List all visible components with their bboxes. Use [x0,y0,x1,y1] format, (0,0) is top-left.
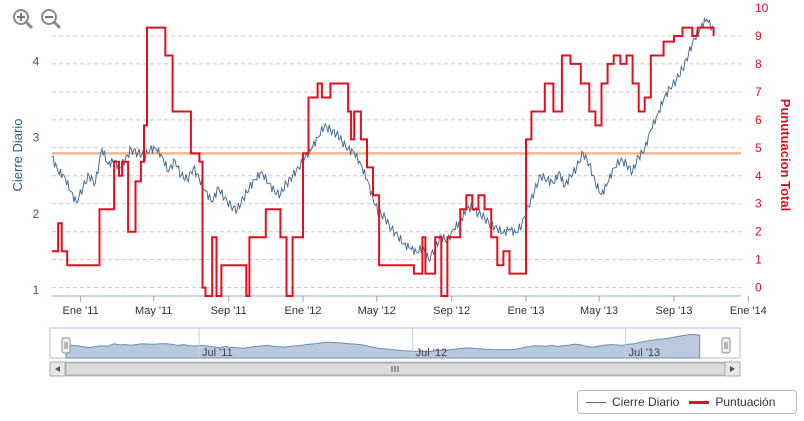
arrow-right-icon [730,366,735,372]
x-tick-label-8: Sep '13 [656,305,693,317]
x-tick-label-2: Sep '11 [211,305,247,317]
navigator-tick-label-1: Jul '12 [416,347,447,359]
zoom-in-icon [13,9,34,30]
y-right-tick-5: 5 [755,141,762,155]
legend-item-cierre-diario[interactable]: Cierre Diario [586,395,679,409]
x-tick-label-3: Ene '12 [285,305,322,317]
scroll-left-button[interactable] [49,361,66,377]
x-tick-label-5: Sep '12 [433,305,470,317]
legend-item-puntuacion[interactable]: Puntuación [689,395,775,409]
handle-body [61,337,71,354]
navigator-area [65,333,701,359]
legend-swatch-puntuacion [689,400,710,404]
handle-body [721,337,731,354]
series-cierre-diario-line [51,16,715,263]
navigator-right-handle[interactable] [721,337,731,354]
y-right-tick-1: 1 [755,253,762,267]
zoom-in-button[interactable] [12,8,34,30]
x-tick-label-6: Ene '13 [507,305,544,317]
zoom-out-button[interactable] [40,8,62,30]
x-tick-label-0: Ene '11 [63,305,99,317]
scroll-right-button[interactable] [724,361,741,377]
x-tick-label-1: May '11 [135,305,172,317]
y-right-tick-8: 8 [755,57,762,71]
arrow-left-icon [55,366,60,372]
y-right-tick-4: 4 [755,169,762,183]
y-left-tick-0: 1 [33,283,40,297]
y-right-axis-title: Punutuacion Total [778,99,793,211]
navigator-tick-label-2: Jul '13 [629,347,660,359]
series-puntuacion-line [52,26,715,297]
legend-label-puntuacion: Puntuación [715,395,776,409]
scrollbar-thumb [65,362,727,376]
legend-label-cierre: Cierre Diario [612,395,680,409]
y-left-tick-2: 3 [33,131,40,145]
x-tick-label-7: May '13 [580,305,618,317]
legend-swatch-cierre [586,401,606,403]
zoom-out-icon [41,9,62,30]
x-tick-label-9: Ene '14 [730,305,767,317]
y-left-tick-3: 4 [33,54,40,68]
y-left-tick-1: 2 [33,207,40,221]
y-right-tick-2: 2 [755,225,762,239]
navigator-tick-label-0: Jul '11 [202,347,233,359]
y-left-axis-title: Cierre Diario [10,119,25,192]
y-right-tick-0: 0 [755,281,762,295]
scrollbar[interactable] [49,361,741,377]
y-right-tick-10: 10 [755,1,769,15]
y-right-tick-6: 6 [755,113,762,127]
x-tick-label-4: May '12 [358,305,396,317]
y-right-tick-9: 9 [755,29,762,43]
navigator-left-handle[interactable] [61,337,71,354]
chart-legend: Cierre Diario Puntuación [577,390,797,414]
y-right-tick-7: 7 [755,85,762,99]
y-right-tick-3: 3 [755,197,762,211]
